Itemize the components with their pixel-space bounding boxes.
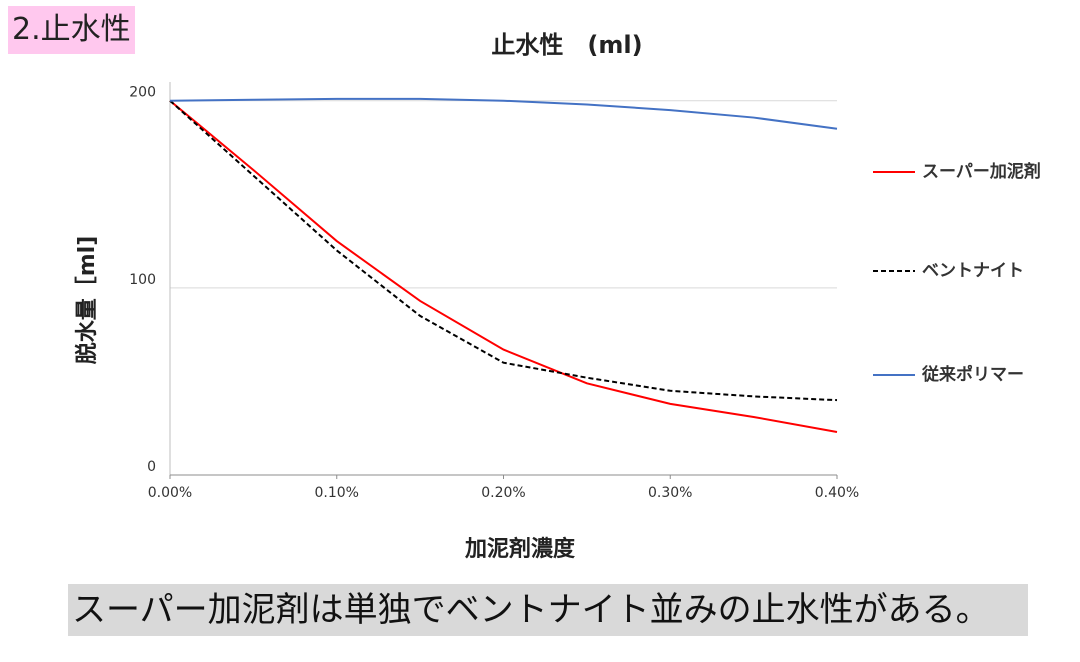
chart-title: 止水性 (ml) [491, 31, 642, 59]
x-tick-label: 0.30% [648, 485, 692, 501]
series-line [169, 99, 838, 433]
series-line [169, 99, 838, 402]
legend-label: 従来ポリマー [921, 364, 1024, 385]
x-tick-label: 0.20% [481, 485, 525, 501]
slide-heading: 2.止水性 [8, 6, 135, 54]
x-tick-label: 0.10% [315, 485, 359, 501]
y-axis-label: 脱水量［ml] [74, 236, 100, 365]
y-tick-label: 0 [147, 459, 156, 475]
x-tick-label: 0.00% [148, 485, 192, 501]
legend-label: スーパー加泥剤 [922, 161, 1041, 182]
x-axis-label: 加泥剤濃度 [464, 536, 576, 562]
x-tick-label: 0.40% [815, 485, 859, 501]
series-line [169, 97, 838, 130]
legend-label: ベントナイト [922, 261, 1024, 281]
conclusion-note: スーパー加泥剤は単独でベントナイト並みの止水性がある。 [68, 584, 1028, 636]
chart: 止水性 (ml) 加泥剤濃度 脱水量［ml] 0 100 200 0.00% 0.10%… [74, 31, 1041, 562]
y-tick-label: 100 [129, 272, 156, 288]
y-tick-label: 200 [129, 85, 156, 101]
